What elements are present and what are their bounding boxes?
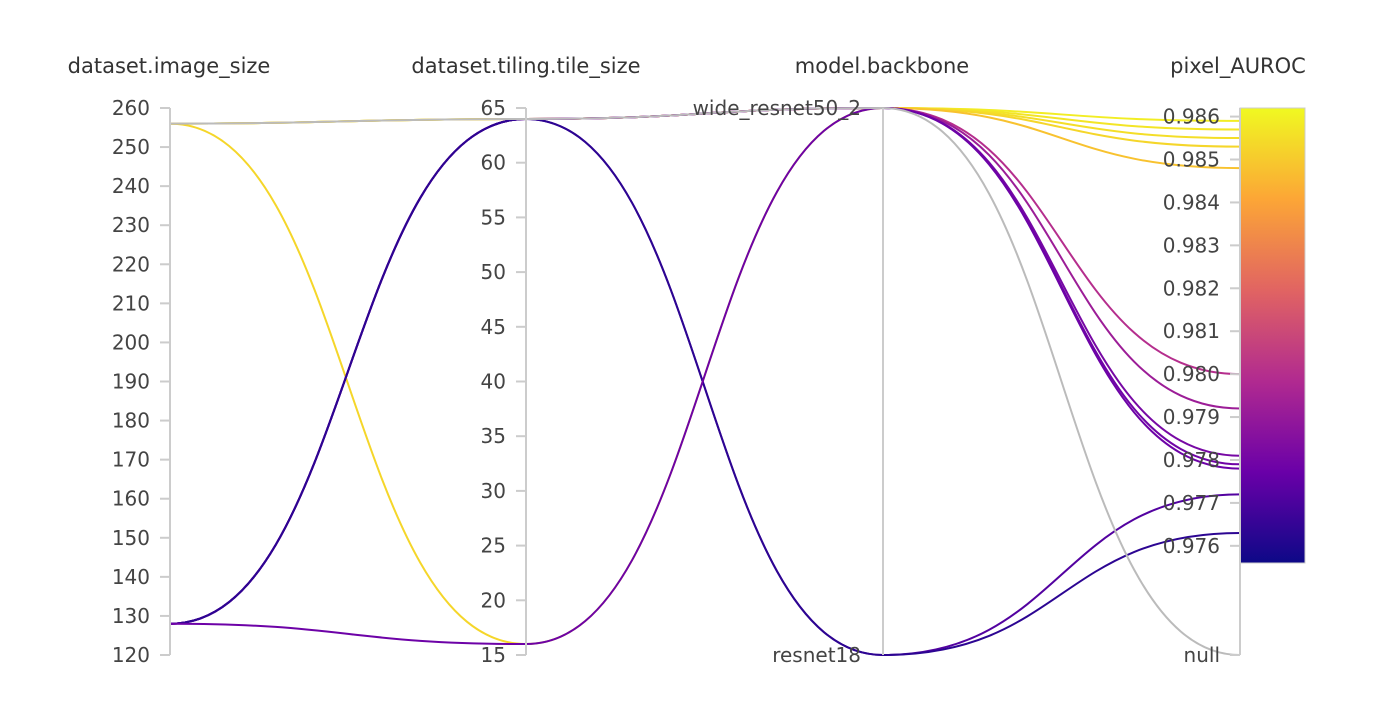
tick-label-240: 240 xyxy=(112,174,150,198)
tick-label-200: 200 xyxy=(112,330,150,354)
tick-label-230: 230 xyxy=(112,213,150,237)
run-line-12[interactable] xyxy=(169,106,1241,656)
tick-label-0.976: 0.976 xyxy=(1163,534,1220,558)
tick-label-170: 170 xyxy=(112,448,150,472)
axis-title-0: dataset.image_size xyxy=(68,54,271,79)
tick-label-20: 20 xyxy=(481,588,506,612)
tick-label-15: 15 xyxy=(481,643,506,667)
tick-label-0.980: 0.980 xyxy=(1163,362,1220,386)
tick-label-0.983: 0.983 xyxy=(1163,233,1220,257)
colorbar xyxy=(1239,107,1306,564)
tick-label-25: 25 xyxy=(481,534,506,558)
run-line-6[interactable] xyxy=(169,106,1241,625)
tick-label-0.986: 0.986 xyxy=(1163,105,1220,129)
tick-label-140: 140 xyxy=(112,565,150,589)
run-line-8[interactable] xyxy=(169,106,1241,625)
tick-label-0.981: 0.981 xyxy=(1163,319,1220,343)
tick-label-180: 180 xyxy=(112,409,150,433)
tick-label-150: 150 xyxy=(112,526,150,550)
axis-title-3: pixel_AUROC xyxy=(1170,54,1306,79)
tick-label-45: 45 xyxy=(481,315,506,339)
axes xyxy=(160,107,1306,656)
run-line-11[interactable] xyxy=(169,106,1241,646)
tick-label-0.982: 0.982 xyxy=(1163,276,1220,300)
run-line-10[interactable] xyxy=(169,117,1241,657)
run-lines xyxy=(169,106,1241,657)
axis-labels: dataset.image_size 120 130 140 150 160 170 180 1… xyxy=(68,54,1306,667)
tick-label-120: 120 xyxy=(112,643,150,667)
tick-label-130: 130 xyxy=(112,604,150,628)
tick-label-55: 55 xyxy=(481,205,506,229)
tick-label-0.977: 0.977 xyxy=(1163,491,1220,515)
tick-label-60: 60 xyxy=(481,151,506,175)
tick-label-0.978: 0.978 xyxy=(1163,448,1220,472)
category-label-wide_resnet50_2: wide_resnet50_2 xyxy=(693,96,861,120)
tick-label-260: 260 xyxy=(112,96,150,120)
tick-label-65: 65 xyxy=(481,96,506,120)
tick-label-0.979: 0.979 xyxy=(1163,405,1220,429)
tick-label-0.985: 0.985 xyxy=(1163,148,1220,172)
tick-label-50: 50 xyxy=(481,260,506,284)
tick-label-30: 30 xyxy=(481,479,506,503)
run-line-5[interactable] xyxy=(169,106,1241,625)
tick-label-210: 210 xyxy=(112,291,150,315)
axis-title-1: dataset.tiling.tile_size xyxy=(411,54,640,79)
tick-label-40: 40 xyxy=(481,370,506,394)
axis-title-2: model.backbone xyxy=(795,54,969,78)
run-line-7[interactable] xyxy=(169,106,1241,625)
tick-label-220: 220 xyxy=(112,252,150,276)
tick-label-35: 35 xyxy=(481,424,506,448)
tick-label-null: null xyxy=(1184,643,1220,667)
tick-label-0.984: 0.984 xyxy=(1163,190,1220,214)
tick-label-190: 190 xyxy=(112,370,150,394)
tick-label-160: 160 xyxy=(112,487,150,511)
tick-label-250: 250 xyxy=(112,135,150,159)
category-label-resnet18: resnet18 xyxy=(772,643,861,667)
